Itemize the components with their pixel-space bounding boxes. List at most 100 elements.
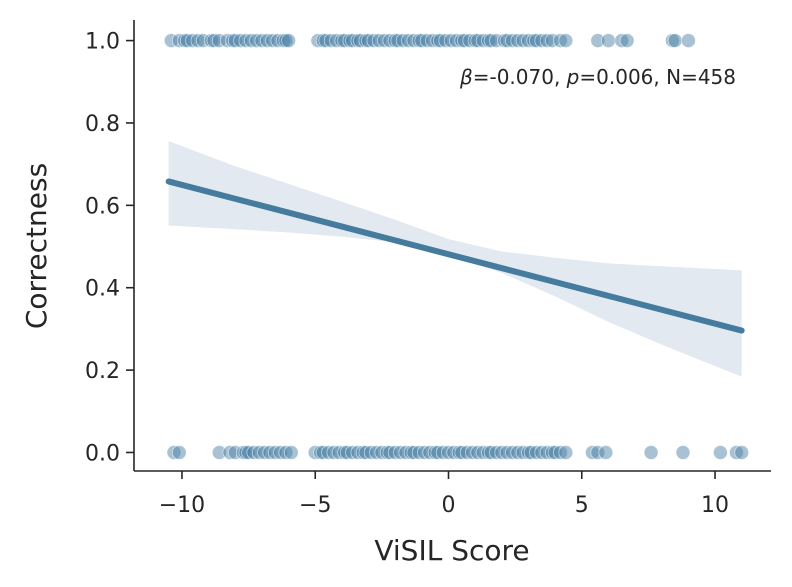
data-point-incorrect [345,445,361,460]
data-point-incorrect [211,445,227,460]
data-point-correct [345,33,361,48]
x-tick-label: 10 [701,493,729,518]
confidence-band [168,141,742,377]
data-point-correct [323,33,339,48]
data-point-correct [483,33,499,48]
y-tick-label: 0.6 [85,194,120,219]
data-point-correct [318,33,334,48]
data-point-correct [601,33,616,48]
data-point-incorrect [475,445,491,460]
data-point-correct [414,33,430,48]
x-tick-label: 0 [442,493,456,518]
data-point-incorrect [585,445,600,460]
data-point-incorrect [435,445,451,460]
data-point-correct [667,33,683,48]
data-point-correct [377,33,392,48]
data-point-incorrect [246,445,262,460]
data-point-incorrect [441,445,456,460]
x-tick-label: 5 [575,493,589,518]
data-point-incorrect [267,445,283,460]
data-point-correct [433,33,448,48]
data-point-incorrect [273,445,289,460]
data-point-incorrect [430,445,446,460]
data-point-incorrect [369,445,384,460]
data-point-correct [681,33,696,48]
data-point-correct [419,33,435,48]
data-point-correct [475,33,491,48]
data-point-correct [185,33,201,48]
data-point-correct [521,33,536,48]
y-ticks: 0.0 0.2 0.4 0.6 0.8 1.0 [85,30,134,466]
data-point-correct [545,33,560,48]
data-point-correct [163,33,179,48]
y-tick-label: 1.0 [85,30,120,55]
data-point-incorrect [382,445,398,460]
data-point-correct [171,33,187,48]
y-tick-label: 0.2 [85,359,120,384]
data-point-incorrect [257,445,273,460]
data-point-correct [529,33,544,48]
data-point-incorrect [729,445,744,460]
x-axis-label: ViSIL Score [374,534,529,567]
data-point-correct [515,33,531,48]
data-point-correct [238,33,254,48]
data-point-incorrect [734,445,750,460]
data-point-correct [395,33,411,48]
data-point-correct [457,33,472,48]
data-point-correct [211,33,227,48]
scatter-points-layer [163,33,750,460]
data-point-incorrect [339,445,355,460]
data-point-incorrect [558,445,574,460]
data-point-incorrect [283,445,299,460]
data-point-incorrect [713,445,728,460]
data-point-correct [449,33,464,48]
p-symbol: p [566,65,580,89]
data-point-correct [254,33,270,48]
data-point-incorrect [262,445,278,460]
y-tick-label: 0.8 [85,112,120,137]
data-point-incorrect [278,445,294,460]
data-point-correct [401,33,416,48]
data-point-incorrect [326,445,342,460]
data-point-incorrect [171,445,187,460]
data-point-incorrect [227,445,243,460]
data-point-correct [366,33,382,48]
data-point-correct [406,33,422,48]
data-point-correct [195,33,211,48]
data-point-incorrect [307,445,323,460]
data-point-incorrect [539,445,555,460]
data-point-incorrect [398,445,414,460]
data-point-incorrect [553,445,568,460]
data-point-incorrect [222,445,238,460]
data-point-correct [382,33,398,48]
data-point-incorrect [446,445,462,460]
data-point-incorrect [534,445,550,460]
data-point-correct [243,33,259,48]
data-point-correct [281,33,297,48]
data-point-correct [499,33,515,48]
data-point-correct [390,33,406,48]
p-value-and-n: =0.006, N=458 [579,65,736,89]
data-point-correct [614,33,630,48]
data-point-incorrect [547,445,563,460]
data-point-incorrect [387,445,403,460]
data-point-correct [270,33,286,48]
data-point-correct [329,33,345,48]
beta-symbol: β [459,65,473,89]
data-point-correct [443,33,459,48]
data-point-correct [353,33,368,48]
regression-line-layer [165,178,745,334]
data-point-incorrect [315,445,331,460]
data-point-correct [265,33,281,48]
data-point-correct [219,33,235,48]
data-point-correct [619,33,635,48]
data-point-correct [462,33,478,48]
data-point-incorrect [166,445,182,460]
data-point-correct [190,33,206,48]
data-point-correct [310,33,326,48]
data-point-correct [470,33,486,48]
data-point-incorrect [454,445,470,460]
data-point-incorrect [393,445,408,460]
data-point-incorrect [505,445,520,460]
